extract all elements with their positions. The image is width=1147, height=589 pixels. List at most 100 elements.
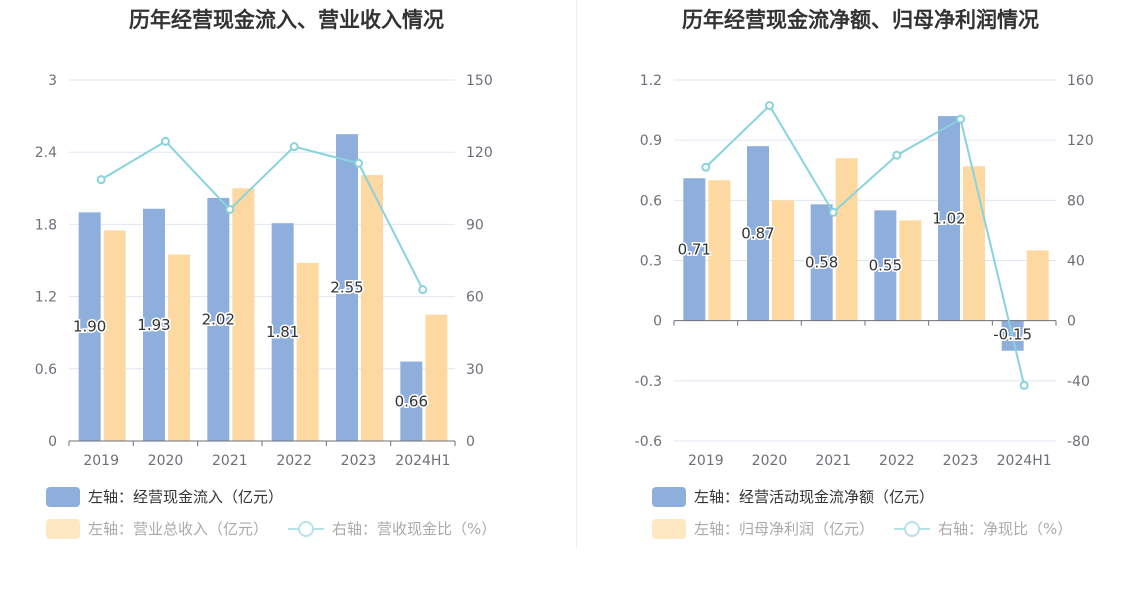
bar-secondary [835, 158, 858, 321]
line-series-ratio [100, 140, 424, 291]
chart-panel-net-cash: 历年经营现金流净额、归母净利润情况 -0.6 -80 -0.3 -40 0 0 0.3 40 0… [574, 0, 1147, 589]
right-axis-tick: 0 [1067, 314, 1076, 330]
legend-row-2: 左轴：营业总收入（亿元） 右轴：营收现金比（%） [46, 518, 516, 539]
x-axis-tick-label: 2024H1 [395, 453, 450, 469]
line-point [956, 114, 965, 124]
bar-primary [207, 197, 230, 441]
right-axis-tick: 0 [466, 434, 475, 450]
bar-primary [810, 204, 833, 321]
bar-primary [143, 208, 165, 441]
bar-secondary [899, 220, 922, 321]
legend-label: 左轴：归母净利润（亿元） [694, 520, 875, 538]
left-axis-tick: -0.3 [635, 374, 662, 390]
bar-secondary [103, 230, 126, 441]
legend-label: 左轴：营业总收入（亿元） [88, 520, 269, 538]
chart-title: 历年经营现金流入、营业收入情况 [129, 8, 444, 32]
right-axis-tick: 80 [1067, 193, 1085, 209]
chart-panel-cash-inflow: 历年经营现金流入、营业收入情况 0 0 0.6 30 1.2 60 1.8 90 2.4 120 3… [0, 0, 573, 589]
bar-secondary [963, 166, 985, 321]
right-axis-tick: 150 [466, 73, 493, 89]
bar-data-label: 0.66 [395, 392, 428, 410]
bar-secondary [168, 254, 190, 441]
left-axis-tick: 0.6 [35, 362, 57, 378]
line-point [701, 162, 711, 172]
right-axis-tick: 160 [1067, 73, 1094, 89]
x-axis-tick-label: 2023 [943, 453, 979, 469]
right-axis-tick: 120 [1067, 133, 1094, 149]
bar-data-label: 0.71 [678, 240, 711, 258]
bar-data-label: 1.90 [73, 318, 106, 336]
right-axis-tick: 30 [466, 362, 484, 378]
line-point [225, 204, 235, 214]
chart-title: 历年经营现金流净额、归母净利润情况 [682, 8, 1039, 32]
legend-swatch-bar [46, 518, 80, 539]
x-axis-tick-label: 2021 [212, 453, 248, 469]
left-axis-tick: 1.2 [35, 290, 57, 306]
bar-primary [747, 146, 769, 321]
x-axis-tick-label: 2022 [276, 453, 312, 469]
right-axis-tick: 60 [466, 290, 484, 306]
line-point [828, 207, 838, 217]
left-axis-tick: 1.8 [35, 217, 57, 233]
bar-data-label: 1.81 [266, 323, 299, 341]
x-axis-tick-label: 2021 [815, 453, 851, 469]
bar-data-label: 1.93 [137, 316, 170, 334]
bar-primary [336, 134, 358, 441]
legend-swatch-bar [652, 518, 686, 539]
x-axis-tick-label: 2022 [879, 453, 915, 469]
bar-secondary [708, 180, 731, 321]
legend-item-net-cash-ratio[interactable]: 右轴：净现比（%） [894, 518, 1072, 539]
left-axis-tick: 0.6 [640, 193, 662, 209]
left-axis-tick: 1.2 [640, 73, 662, 89]
legend-label: 左轴：经营现金流入（亿元） [88, 488, 284, 506]
x-axis-tick-label: 2020 [148, 453, 184, 469]
left-axis-tick: 0 [653, 314, 662, 330]
right-axis-tick: -80 [1067, 434, 1090, 450]
left-axis-tick: -0.6 [635, 434, 662, 450]
line-point [161, 136, 170, 146]
line-point [765, 101, 774, 111]
chart-plot-area: -0.6 -80 -0.3 -40 0 0 0.3 40 0.6 80 0.9 120 1.2 160 20… [635, 73, 1094, 469]
line-point [418, 285, 428, 295]
left-axis-tick: 2.4 [35, 145, 57, 161]
legend-swatch-line [894, 519, 931, 539]
left-axis-tick: 0.9 [640, 133, 662, 149]
line-series-ratio [705, 103, 1026, 386]
bar-data-label: -0.15 [993, 326, 1032, 344]
bar-data-label: 2.02 [202, 310, 235, 328]
left-axis-tick: 0 [48, 434, 57, 450]
legend-item-cash-inflow[interactable]: 左轴：经营现金流入（亿元） [46, 486, 283, 507]
bar-secondary [232, 188, 255, 441]
bar-data-label: 0.55 [869, 257, 902, 275]
bar-primary [874, 210, 897, 321]
bar-primary [938, 116, 960, 321]
panel-divider [576, 0, 577, 548]
line-point [289, 142, 299, 152]
right-axis-tick: 120 [466, 145, 493, 161]
bar-primary [78, 212, 101, 441]
bar-primary [400, 361, 423, 441]
legend-label: 左轴：经营活动现金流净额（亿元） [694, 488, 935, 506]
x-axis-tick-label: 2019 [83, 453, 119, 469]
legend-label: 右轴：营收现金比（%） [332, 520, 497, 538]
left-axis-tick: 3 [48, 73, 57, 89]
bar-secondary [296, 262, 319, 441]
bar-data-label: 0.87 [741, 224, 774, 242]
bar-secondary [425, 314, 448, 441]
bar-primary [271, 223, 294, 441]
legend-item-cash-ratio[interactable]: 右轴：营收现金比（%） [288, 518, 496, 539]
bar-data-label: 0.58 [805, 254, 838, 272]
bar-data-label: 1.02 [932, 209, 965, 227]
right-axis-tick: 90 [466, 217, 484, 233]
legend-item-net-cash[interactable]: 左轴：经营活动现金流净额（亿元） [652, 486, 934, 507]
legend-row-2: 左轴：归母净利润（亿元） 右轴：净现比（%） [652, 518, 1092, 539]
legend-row-1: 左轴：经营活动现金流净额（亿元） [652, 486, 954, 507]
line-point [892, 150, 902, 160]
line-point [1019, 380, 1029, 390]
x-axis-tick-label: 2024H1 [997, 453, 1052, 469]
legend-item-revenue[interactable]: 左轴：营业总收入（亿元） [46, 518, 268, 539]
x-axis-tick-label: 2020 [752, 453, 788, 469]
legend-swatch-bar [652, 486, 686, 507]
legend-item-net-profit[interactable]: 左轴：归母净利润（亿元） [652, 518, 874, 539]
line-point [96, 175, 106, 185]
